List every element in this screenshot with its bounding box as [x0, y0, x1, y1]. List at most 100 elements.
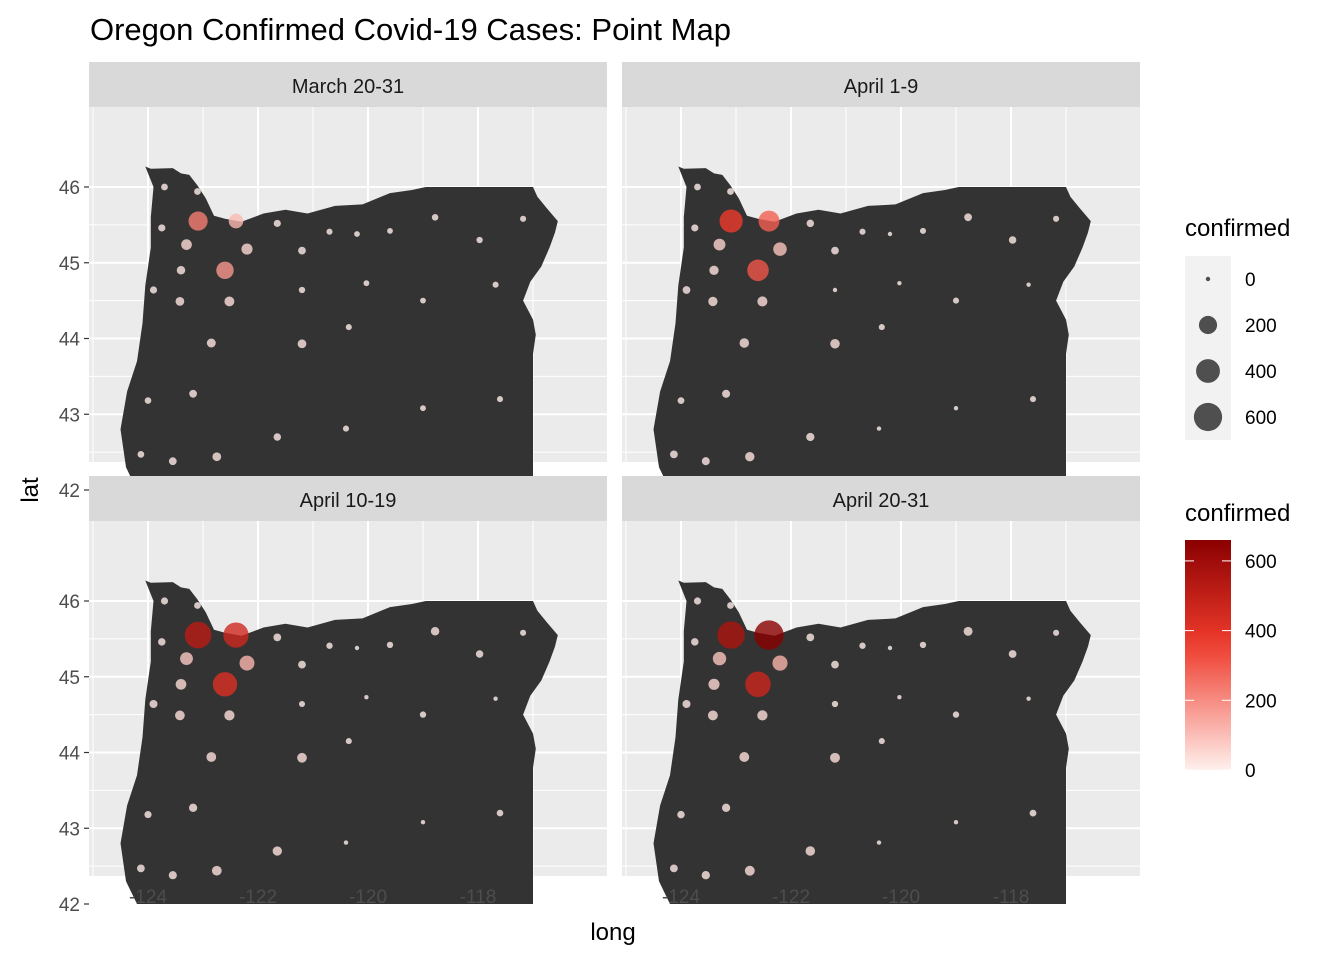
y-tick-label: 46	[59, 178, 80, 199]
county-point	[430, 627, 440, 636]
county-point	[492, 281, 499, 288]
county-point	[386, 641, 394, 649]
county-point	[160, 597, 169, 605]
county-point	[757, 296, 768, 307]
county-point	[952, 711, 960, 718]
county-point	[745, 452, 755, 462]
county-point	[952, 297, 960, 304]
county-point	[181, 239, 192, 250]
county-point	[805, 846, 816, 856]
size-legend-label: 200	[1245, 316, 1277, 337]
county-point	[420, 297, 426, 304]
county-point	[520, 629, 527, 636]
county-point	[919, 227, 927, 234]
county-point	[717, 621, 745, 649]
county-point	[298, 286, 306, 294]
size-legend-point	[1196, 359, 1220, 383]
county-point	[677, 397, 685, 404]
county-point	[712, 651, 727, 666]
county-point	[158, 224, 166, 232]
county-point	[168, 871, 177, 880]
county-point	[343, 840, 349, 845]
county-point	[496, 396, 504, 403]
oregon-shape	[120, 580, 558, 904]
facet-strip-label: April 1-9	[844, 76, 918, 98]
county-point	[137, 864, 145, 873]
oregon-shape	[653, 580, 1091, 904]
county-point	[806, 432, 815, 442]
x-tick-label: -122	[772, 887, 810, 908]
county-point	[212, 452, 222, 462]
facet-strip	[89, 476, 607, 521]
county-point	[897, 695, 902, 700]
county-point	[273, 633, 282, 642]
county-point	[194, 602, 201, 609]
county-point	[206, 338, 216, 348]
county-point	[161, 183, 168, 191]
county-point	[719, 209, 743, 233]
facet-panel: March 20-31	[89, 62, 607, 491]
county-point	[297, 339, 307, 349]
county-point	[953, 820, 959, 825]
county-point	[272, 846, 282, 856]
county-point	[194, 188, 201, 195]
county-point	[137, 451, 145, 458]
county-point	[149, 286, 158, 294]
county-point	[188, 803, 198, 812]
county-point	[419, 711, 427, 718]
county-point	[345, 324, 352, 331]
county-point	[175, 710, 185, 721]
county-point	[919, 641, 927, 649]
county-point	[757, 710, 768, 721]
county-point	[1008, 650, 1017, 658]
plot-area	[89, 521, 607, 905]
county-point	[709, 265, 719, 275]
county-point	[713, 238, 726, 251]
county-point	[677, 810, 685, 819]
x-tick-label: -118	[460, 887, 497, 908]
county-point	[773, 242, 787, 256]
county-point	[144, 811, 152, 819]
county-point	[691, 638, 699, 646]
county-point	[897, 281, 902, 286]
county-point	[831, 246, 839, 255]
county-point	[224, 296, 235, 307]
y-tick-label: 43	[59, 405, 80, 426]
county-point	[342, 425, 350, 432]
color-legend-label: 600	[1245, 552, 1277, 573]
county-point	[831, 660, 839, 669]
county-point	[326, 642, 333, 649]
county-point	[184, 621, 212, 649]
y-tick-label: 44	[59, 744, 81, 765]
county-point	[364, 695, 369, 700]
size-legend-title: confirmed	[1185, 215, 1290, 242]
color-legend-label: 200	[1245, 691, 1277, 712]
county-point	[180, 652, 193, 666]
county-point	[682, 286, 691, 294]
facet-strip-label: March 20-31	[292, 76, 404, 98]
county-point	[744, 865, 755, 876]
y-tick-label: 46	[59, 592, 80, 613]
county-point	[326, 228, 333, 235]
color-legend-label: 0	[1245, 761, 1256, 782]
county-point	[670, 864, 678, 873]
county-point	[739, 752, 750, 762]
county-point	[887, 645, 893, 651]
county-point	[691, 224, 699, 232]
county-point	[431, 214, 439, 221]
county-point	[701, 457, 710, 466]
county-point	[354, 645, 360, 651]
county-point	[727, 188, 734, 195]
county-point	[273, 433, 282, 441]
county-point	[363, 280, 370, 287]
county-point	[189, 389, 197, 398]
county-point	[1026, 696, 1031, 701]
county-point	[1026, 282, 1031, 287]
county-point	[693, 597, 702, 605]
plot-area	[622, 521, 1140, 905]
axes: 42 43 44 45 46 42 43 44 45 46 -124 -122 -120 -118 -124…	[59, 178, 1029, 916]
county-point	[806, 219, 815, 228]
county-point	[694, 183, 701, 191]
county-point	[144, 397, 152, 404]
county-point	[211, 865, 222, 876]
